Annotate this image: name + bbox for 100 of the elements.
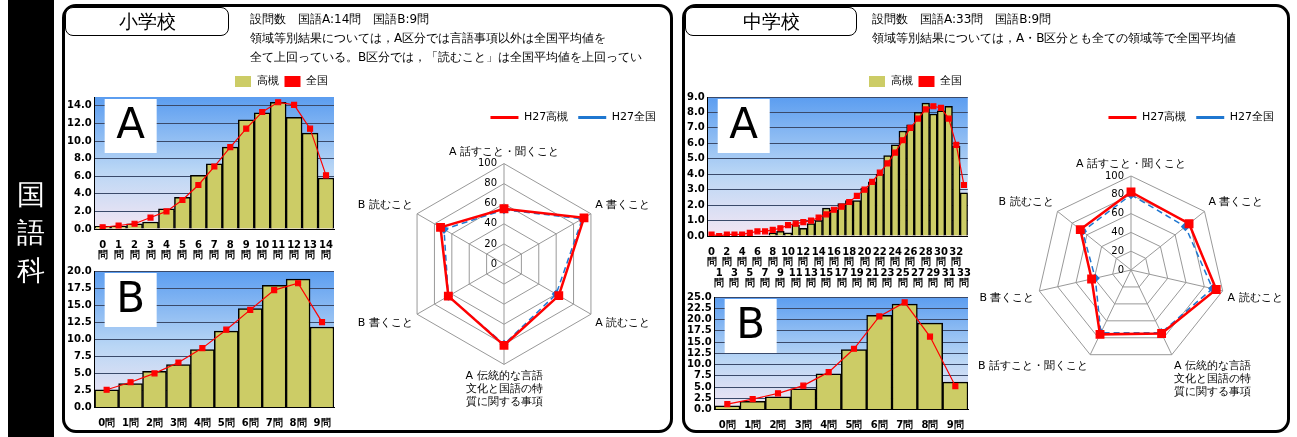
x-tick-label: 6問 [752,245,763,268]
x-tick-label: 2問 [721,245,732,268]
x-tick-label: 8問 [289,417,307,429]
y-tick-label: 12.5 [686,346,712,358]
y-tick-label: 0 [490,257,497,269]
x-tick-label: 20問 [857,245,872,268]
text: 設問数 国語A:33問 国語B:9問 [872,11,1053,28]
x-tick-label: 2問 [146,417,163,429]
x-tick-label: 9問 [313,417,331,429]
x-tick-label: 4問 [161,238,172,261]
y-tick-label: 100 [1104,169,1124,181]
y-tick-label: 20.0 [66,264,92,276]
x-tick-label: 31問 [941,266,956,289]
x-tick-label: 3問 [145,238,156,261]
y-tick-label: 8.0 [687,106,705,118]
x-tick-label: 10問 [781,245,796,268]
x-tick-label: 8問 [225,238,236,261]
y-tick-label: 12.0 [66,116,92,128]
x-tick-label: 3問 [169,417,187,429]
x-tick-label: 4問 [737,245,748,268]
x-tick-label: 18問 [842,245,857,268]
x-tick-label: 7問 [760,266,771,289]
x-tick-label: 30問 [934,245,948,268]
x-tick-label: 3問 [729,266,740,289]
x-tick-label: 14問 [811,245,826,268]
chart-subtitle: 小学校 [65,7,229,36]
y-tick-label: 0.0 [73,222,92,234]
x-tick-label: 11問 [271,238,286,261]
x-tick-label: 10問 [255,238,270,261]
x-tick-label: 23問 [880,266,895,289]
x-tick-label: 6問 [241,417,259,429]
x-tick-label: 13問 [303,238,318,261]
y-tick-label: 60 [484,197,497,209]
y-tick-label: 1.0 [687,214,705,226]
y-tick-label: 20.0 [686,313,712,325]
legend-label: 高槻 [890,74,913,88]
x-tick-label: 7問 [209,238,220,261]
spoke-label: B 読むこと [998,194,1054,208]
x-tick-label: 6問 [193,238,204,261]
y-tick-label: 2.5 [693,391,712,403]
spoke-label: A 書くこと [595,197,651,211]
spoke-label: A 読むこと [595,316,651,330]
chart-title: B [736,298,766,348]
x-tick-label: 4問 [193,417,211,429]
spoke-label: A 伝統的な言語文化と国語の特質に関する事項 [1173,358,1251,399]
x-tick-label: 4問 [820,419,838,431]
y-tick-label: 7.5 [73,349,92,361]
y-tick-label: 3.0 [687,183,705,195]
x-tick-label: 29問 [926,266,941,289]
legend-label: H27高槻 [523,110,569,124]
y-tick-label: 12.5 [66,315,92,327]
legend-label: H27全国 [611,110,657,124]
x-tick-label: 27問 [911,266,926,289]
text: 国語科 [16,177,46,289]
y-tick-label: 17.5 [686,324,712,336]
x-tick-label: 0問 [97,238,108,261]
spoke-label: A 書くこと [1208,194,1264,208]
x-tick-label: 5問 [177,238,188,261]
y-tick-label: 40 [1111,225,1124,237]
chart-title: A [729,98,759,148]
legend-label: H27全国 [1229,110,1275,124]
x-tick-label: 12問 [796,245,811,268]
x-tick-label: 25問 [895,266,910,289]
x-tick-label: 5問 [744,266,755,289]
x-tick-label: 8問 [767,245,778,268]
x-tick-label: 0問 [718,419,736,431]
x-tick-label: 6問 [870,419,888,431]
x-tick-label: 32問 [949,245,964,268]
y-tick-label: 4.0 [687,167,705,179]
y-tick-label: 22.5 [686,301,712,313]
spoke-label: A 伝統的な言語文化と国語の特質に関する事項 [465,368,543,409]
x-tick-label: 14問 [319,238,334,261]
y-tick-label: 5.0 [73,366,92,378]
y-tick-label: 5.0 [687,152,705,164]
y-tick-label: 7.5 [693,369,712,381]
text: 領域等別結果については，A・B区分とも全ての領域等で全国平均値 [872,30,1238,47]
spoke-label: B 書くこと [979,291,1035,305]
x-tick-label: 33問 [956,266,971,289]
x-tick-label: 16問 [826,245,841,268]
spoke-label: B 読むこと [357,197,413,211]
y-tick-label: 25.0 [686,290,712,302]
y-tick-label: 0 [1117,263,1124,275]
y-tick-label: 8.0 [73,152,92,164]
x-tick-label: 1問 [122,417,140,429]
x-tick-label: 9問 [775,266,786,289]
x-tick-label: 1問 [113,238,124,261]
y-tick-label: 2.0 [73,204,92,216]
legend-label: H27高槻 [1141,110,1187,124]
y-tick-label: 4.0 [73,187,92,199]
x-tick-label: 0問 [706,245,717,268]
chart-title: B [116,272,146,322]
x-tick-label: 5問 [217,417,235,429]
y-tick-label: 0.0 [693,403,712,415]
x-tick-label: 17問 [834,266,849,289]
legend-label: 全国 [306,74,328,88]
x-tick-label: 22問 [872,245,887,268]
y-tick-label: 2.0 [687,198,705,210]
chart-subtitle: 中学校 [685,7,857,36]
text: 領域等別結果については，A区分では言語事項以外は全国平均値を [250,30,608,47]
text: 設問数 国語A:14問 国語B:9問 [250,11,431,28]
